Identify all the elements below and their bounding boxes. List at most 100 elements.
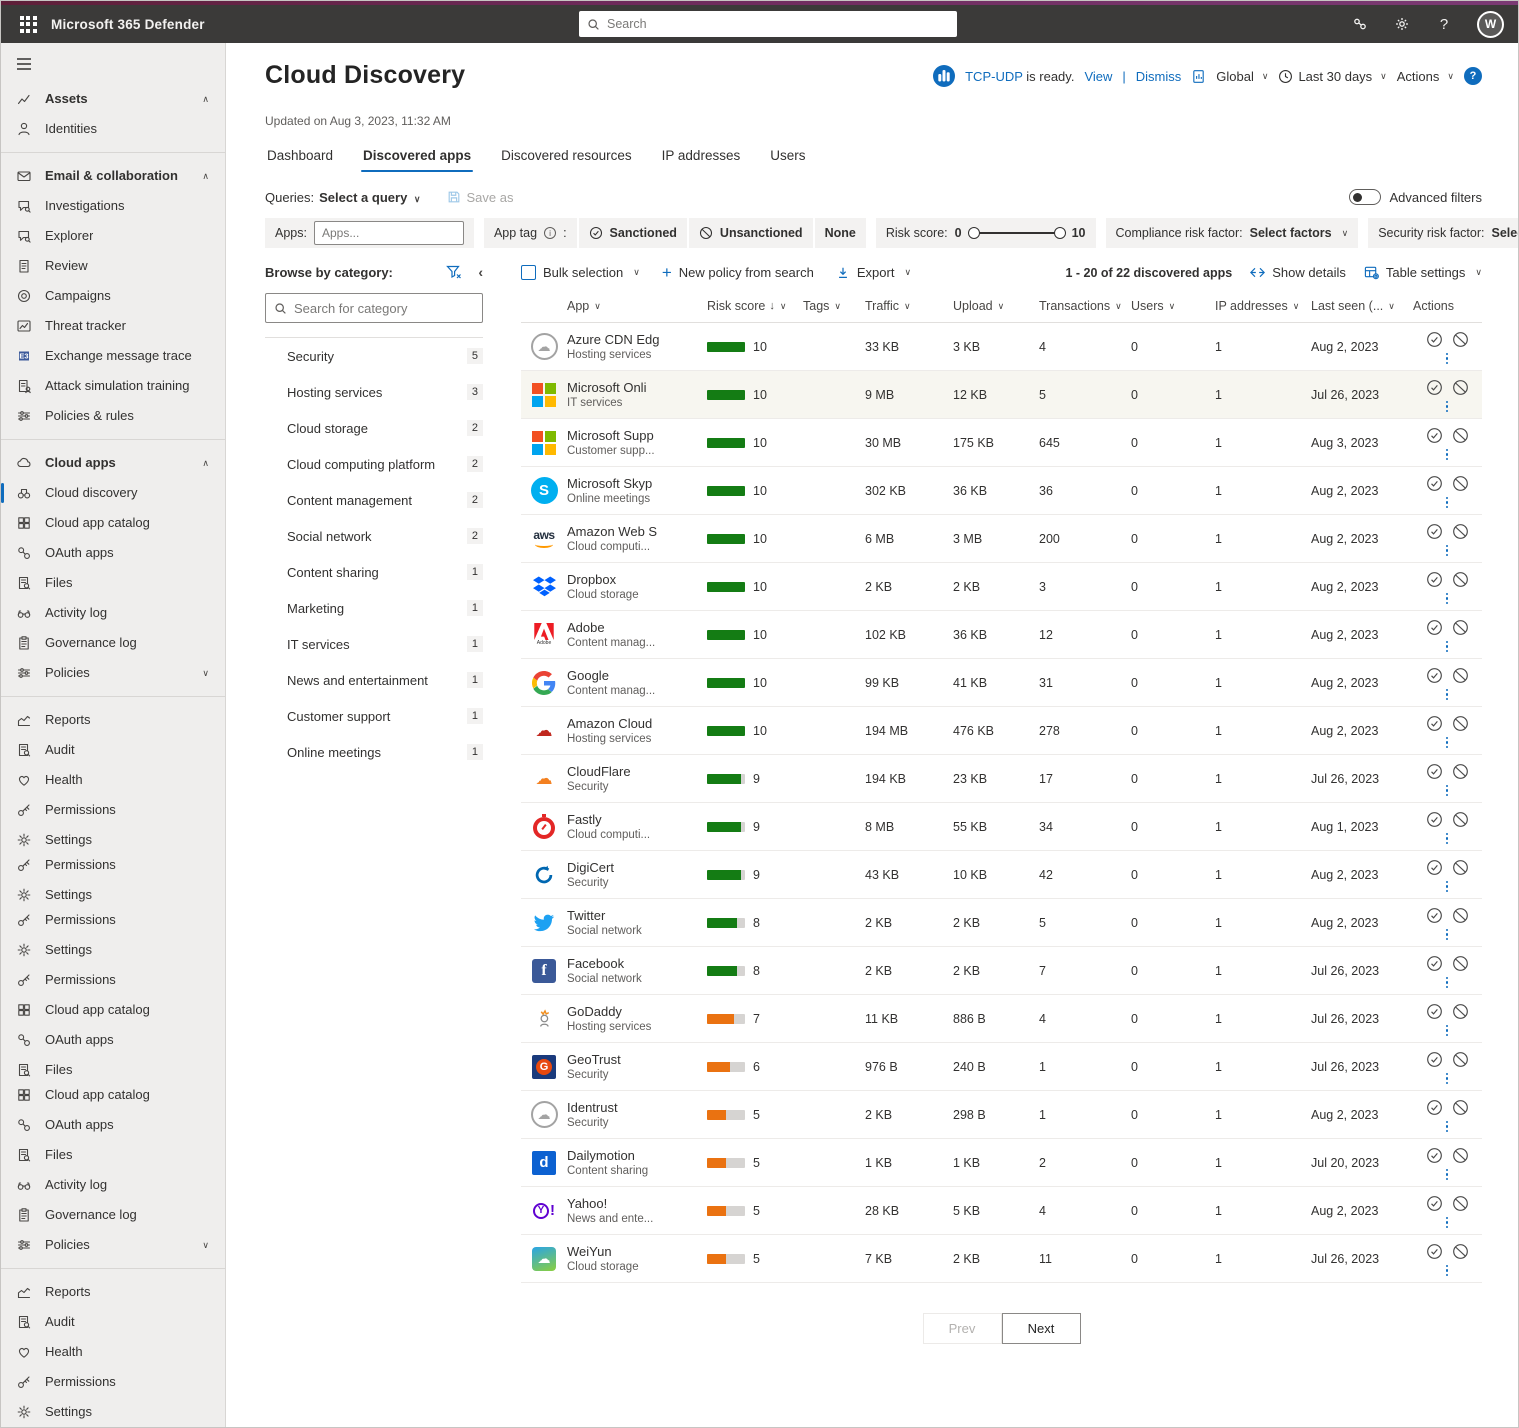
skills-icon[interactable] bbox=[1351, 15, 1369, 33]
column-header-actions[interactable]: Actions bbox=[1413, 299, 1454, 313]
compliance-risk-dropdown[interactable]: Compliance risk factor: Select factors ∨ bbox=[1105, 218, 1359, 248]
sanction-app-icon[interactable] bbox=[1426, 523, 1443, 540]
sidebar-item-oauth-apps[interactable]: OAuth apps bbox=[1, 538, 225, 568]
column-header-risk-score[interactable]: Risk score ↓ ∨ bbox=[707, 299, 787, 313]
category-item-security[interactable]: Security 5 bbox=[265, 338, 483, 374]
more-actions-icon[interactable] bbox=[1444, 591, 1451, 607]
sidebar-item-permissions[interactable]: Permissions bbox=[1, 1367, 225, 1397]
more-actions-icon[interactable] bbox=[1444, 879, 1451, 895]
unsanction-app-icon[interactable] bbox=[1452, 907, 1469, 924]
sanction-app-icon[interactable] bbox=[1426, 763, 1443, 780]
sanction-app-icon[interactable] bbox=[1426, 427, 1443, 444]
unsanction-app-icon[interactable] bbox=[1452, 1195, 1469, 1212]
apps-input[interactable]: Apps... bbox=[313, 221, 464, 245]
sanction-app-icon[interactable] bbox=[1426, 379, 1443, 396]
queries-dropdown[interactable]: Select a query ∨ bbox=[319, 189, 421, 205]
table-row-fastly[interactable]: Fastly Cloud computi... 9 8 MB 55 KB 34 … bbox=[521, 803, 1482, 851]
security-risk-dropdown[interactable]: Security risk factor: Select factors ∨ bbox=[1368, 218, 1518, 248]
sidebar-item-health[interactable]: Health bbox=[1, 765, 225, 795]
table-row-amazon-cloud[interactable]: ☁ Amazon Cloud Hosting services 10 194 M… bbox=[521, 707, 1482, 755]
sidebar-item-investigations[interactable]: Investigations bbox=[1, 191, 225, 221]
more-actions-icon[interactable] bbox=[1444, 1263, 1451, 1279]
sanction-app-icon[interactable] bbox=[1426, 1195, 1443, 1212]
category-search-input[interactable]: Search for category bbox=[265, 293, 483, 323]
sidebar-item-settings[interactable]: Settings bbox=[1, 825, 225, 855]
help-icon[interactable]: ? bbox=[1439, 15, 1449, 33]
export-button[interactable]: Export ∨ bbox=[836, 265, 911, 280]
sanction-app-icon[interactable] bbox=[1426, 811, 1443, 828]
sidebar-item-settings[interactable]: Settings bbox=[1, 1397, 225, 1427]
collapse-panel-icon[interactable]: ‹ bbox=[478, 264, 483, 280]
unsanction-app-icon[interactable] bbox=[1452, 763, 1469, 780]
category-item-content-sharing[interactable]: Content sharing 1 bbox=[265, 554, 483, 590]
sidebar-item-cloud-app-catalog[interactable]: Cloud app catalog bbox=[1, 1080, 225, 1110]
sidebar-item-governance-log[interactable]: Governance log bbox=[1, 628, 225, 658]
table-row-azure-cdn-edg[interactable]: ☁ Azure CDN Edg Hosting services 10 33 K… bbox=[521, 323, 1482, 371]
unsanction-app-icon[interactable] bbox=[1452, 955, 1469, 972]
table-settings-dropdown[interactable]: Table settings ∨ bbox=[1364, 265, 1482, 280]
category-item-cloud-computing-platform[interactable]: Cloud computing platform 2 bbox=[265, 446, 483, 482]
avatar[interactable]: W bbox=[1477, 10, 1504, 38]
more-actions-icon[interactable] bbox=[1444, 543, 1451, 559]
sanction-app-icon[interactable] bbox=[1426, 571, 1443, 588]
column-header-last-seen[interactable]: Last seen (... ∨ bbox=[1311, 299, 1395, 313]
sidebar-item-campaigns[interactable]: Campaigns bbox=[1, 281, 225, 311]
table-row-facebook[interactable]: f Facebook Social network 8 2 KB 2 KB 7 … bbox=[521, 947, 1482, 995]
table-row-weiyun[interactable]: ☁ WeiYun Cloud storage 5 7 KB 2 KB 11 0 … bbox=[521, 1235, 1482, 1283]
sidebar-item-audit[interactable]: Audit bbox=[1, 735, 225, 765]
more-actions-icon[interactable] bbox=[1444, 1215, 1451, 1231]
sidebar-item-permissions[interactable]: Permissions bbox=[1, 965, 225, 995]
sidebar-item-permissions[interactable]: Permissions bbox=[1, 905, 225, 935]
column-header-traffic[interactable]: Traffic ∨ bbox=[865, 299, 911, 313]
more-actions-icon[interactable] bbox=[1444, 1119, 1451, 1135]
unsanction-app-icon[interactable] bbox=[1452, 1243, 1469, 1260]
unsanction-app-icon[interactable] bbox=[1452, 811, 1469, 828]
report-icon[interactable] bbox=[1191, 69, 1206, 84]
sidebar-item-exchange-message-trace[interactable]: E3 Exchange message trace bbox=[1, 341, 225, 371]
table-row-digicert[interactable]: DigiCert Security 9 43 KB 10 KB 42 0 1 A… bbox=[521, 851, 1482, 899]
unsanction-app-icon[interactable] bbox=[1452, 379, 1469, 396]
table-row-amazon-web-s[interactable]: aws Amazon Web S Cloud computi... 10 6 M… bbox=[521, 515, 1482, 563]
save-as-button[interactable]: Save as bbox=[447, 190, 514, 205]
sidebar-item-settings[interactable]: Settings bbox=[1, 880, 225, 910]
unsanction-app-icon[interactable] bbox=[1452, 715, 1469, 732]
table-row-dropbox[interactable]: Dropbox Cloud storage 10 2 KB 2 KB 3 0 1… bbox=[521, 563, 1482, 611]
sidebar-item-threat-tracker[interactable]: Threat tracker bbox=[1, 311, 225, 341]
table-row-microsoft-skyp[interactable]: S Microsoft Skyp Online meetings 10 302 … bbox=[521, 467, 1482, 515]
sidebar-item-review[interactable]: Review bbox=[1, 251, 225, 281]
sanction-app-icon[interactable] bbox=[1426, 955, 1443, 972]
sanction-app-icon[interactable] bbox=[1426, 1147, 1443, 1164]
risk-slider-max-handle[interactable] bbox=[1053, 226, 1066, 239]
unsanction-app-icon[interactable] bbox=[1452, 1051, 1469, 1068]
category-item-customer-support[interactable]: Customer support 1 bbox=[265, 698, 483, 734]
sidebar-item-oauth-apps[interactable]: OAuth apps bbox=[1, 1110, 225, 1140]
category-item-marketing[interactable]: Marketing 1 bbox=[265, 590, 483, 626]
more-actions-icon[interactable] bbox=[1444, 735, 1451, 751]
sanction-app-icon[interactable] bbox=[1426, 907, 1443, 924]
sanction-app-icon[interactable] bbox=[1426, 1243, 1443, 1260]
more-actions-icon[interactable] bbox=[1444, 399, 1451, 415]
global-search-input[interactable]: Search bbox=[579, 11, 957, 37]
table-row-cloudflare[interactable]: ☁ CloudFlare Security 9 194 KB 23 KB 17 … bbox=[521, 755, 1482, 803]
column-header-upload[interactable]: Upload ∨ bbox=[953, 299, 1005, 313]
table-row-microsoft-supp[interactable]: Microsoft Supp Customer supp... 10 30 MB… bbox=[521, 419, 1482, 467]
sanction-app-icon[interactable] bbox=[1426, 619, 1443, 636]
sidebar-item-permissions[interactable]: Permissions bbox=[1, 795, 225, 825]
unsanction-app-icon[interactable] bbox=[1452, 331, 1469, 348]
sidebar-item-cloud-app-catalog[interactable]: Cloud app catalog bbox=[1, 995, 225, 1025]
sanction-app-icon[interactable] bbox=[1426, 1099, 1443, 1116]
actions-dropdown[interactable]: Actions ∨ bbox=[1396, 68, 1454, 84]
dismiss-link[interactable]: Dismiss bbox=[1135, 68, 1182, 84]
tab-discovered-apps[interactable]: Discovered apps bbox=[361, 144, 474, 172]
category-item-online-meetings[interactable]: Online meetings 1 bbox=[265, 734, 483, 770]
sanction-app-icon[interactable] bbox=[1426, 331, 1443, 348]
unsanction-app-icon[interactable] bbox=[1452, 859, 1469, 876]
app-launcher-icon[interactable] bbox=[11, 7, 45, 41]
sidebar-item-cloud-apps[interactable]: Cloud apps ∧ bbox=[1, 448, 225, 478]
next-page-button[interactable]: Next bbox=[1001, 1313, 1081, 1344]
show-details-button[interactable]: Show details bbox=[1250, 265, 1346, 280]
table-row-identrust[interactable]: ☁ Identrust Security 5 2 KB 298 B 1 0 1 … bbox=[521, 1091, 1482, 1139]
unsanction-app-icon[interactable] bbox=[1452, 427, 1469, 444]
column-header-users[interactable]: Users ∨ bbox=[1131, 299, 1176, 313]
sanction-app-icon[interactable] bbox=[1426, 715, 1443, 732]
